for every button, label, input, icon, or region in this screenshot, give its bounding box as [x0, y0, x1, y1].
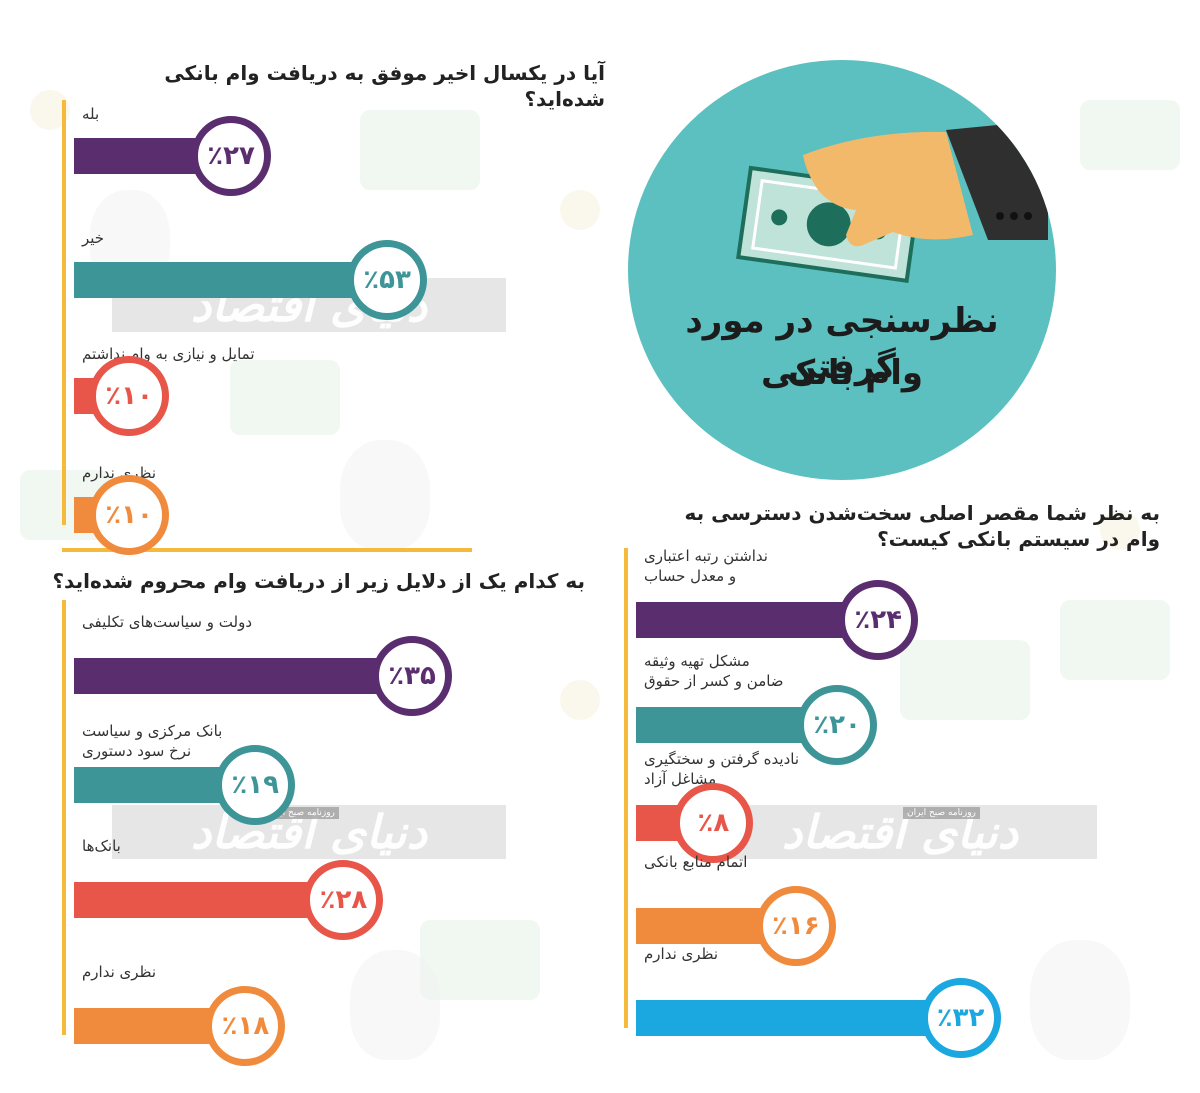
- bar-label: مشکل تهیه وثیقه ضامن و کسر از حقوق: [644, 652, 784, 690]
- value-badge: ٪۱۰: [89, 356, 169, 436]
- value-badge: ٪۳۵: [372, 636, 452, 716]
- watermark-subtext: روزنامه صبح ایران: [903, 807, 980, 819]
- background-money-bag: [1030, 940, 1130, 1060]
- bar: [74, 262, 392, 298]
- value-badge: ٪۲۰: [797, 685, 877, 765]
- background-bill: [1060, 600, 1170, 680]
- value-badge: ٪۲۸: [303, 860, 384, 940]
- hero-title-line1: نظرسنجی در مورد گرفتن: [685, 301, 999, 387]
- background-coin: [1100, 510, 1140, 550]
- value-badge: ٪۲۷: [191, 116, 271, 196]
- background-coin: [560, 680, 600, 720]
- bar-label: نداشتن رتبه اعتباری و معدل حساب: [644, 547, 768, 585]
- value-badge: ٪۲۴: [838, 580, 919, 660]
- section-divider: [62, 548, 472, 552]
- value-badge: ٪۱۸: [205, 986, 286, 1066]
- hero-circle: نظرسنجی در مورد گرفتن وام بانکی: [628, 60, 1056, 480]
- value-badge: ٪۱۹: [215, 745, 296, 825]
- hand-shape: [803, 131, 973, 247]
- cuff-button: [1024, 212, 1032, 220]
- bar: [74, 882, 349, 918]
- cuff-button: [1010, 212, 1018, 220]
- watermark: دنیای اقتصاد روزنامه صبح ایران: [112, 805, 506, 859]
- bar-label: نظری ندارم: [644, 945, 719, 963]
- value-badge: ٪۸: [673, 783, 754, 863]
- background-bill: [1080, 100, 1180, 170]
- chart1-title: آیا در یکسال اخیر موفق به دریافت وام بان…: [164, 61, 605, 111]
- bar-label: نادیده گرفتن و سختگیری مشاغل آزاد: [644, 750, 800, 788]
- watermark: دنیای اقتصاد روزنامه صبح ایران: [703, 805, 1097, 859]
- background-coin: [560, 190, 600, 230]
- value-badge: ٪۱۶: [755, 886, 836, 966]
- bar-label: بله: [82, 105, 100, 123]
- chart1-axis: [62, 100, 66, 525]
- background-money-bag: [350, 950, 440, 1060]
- chart2-title: به کدام یک از دلایل زیر از دریافت وام مح…: [52, 569, 585, 593]
- money-hand-illustration: [736, 120, 1048, 284]
- background-money-bag: [340, 440, 430, 550]
- cuff-button: [996, 212, 1004, 220]
- chart3-axis: [624, 548, 628, 1028]
- bar: [636, 1000, 966, 1036]
- chart3-title: به نظر شما مقصر اصلی سخت‌شدن دسترسی به و…: [684, 501, 1160, 551]
- value-badge: ٪۳۲: [920, 978, 1001, 1058]
- bar-label: بانک مرکزی و سیاست نرخ سود دستوری: [82, 722, 223, 760]
- sleeve-shape: [946, 120, 1048, 240]
- background-bill: [360, 110, 480, 190]
- value-badge: ٪۵۳: [347, 240, 427, 320]
- background-bill: [900, 640, 1030, 720]
- hero-title-line2: وام بانکی: [760, 353, 923, 393]
- bar: [74, 658, 417, 694]
- background-bill: [420, 920, 540, 1000]
- bar-label: بانک‌ها: [82, 837, 121, 855]
- bar-label: دولت و سیاست‌های تکلیفی: [82, 613, 252, 631]
- watermark-text: دنیای اقتصاد: [781, 805, 1019, 859]
- value-badge: ٪۱۰: [89, 475, 169, 555]
- chart2-axis: [62, 600, 66, 1035]
- bar-label: خیر: [82, 229, 105, 247]
- bar-label: اتمام منابع بانکی: [644, 853, 748, 871]
- bar-label: نظری ندارم: [82, 963, 157, 981]
- background-bill: [230, 360, 340, 435]
